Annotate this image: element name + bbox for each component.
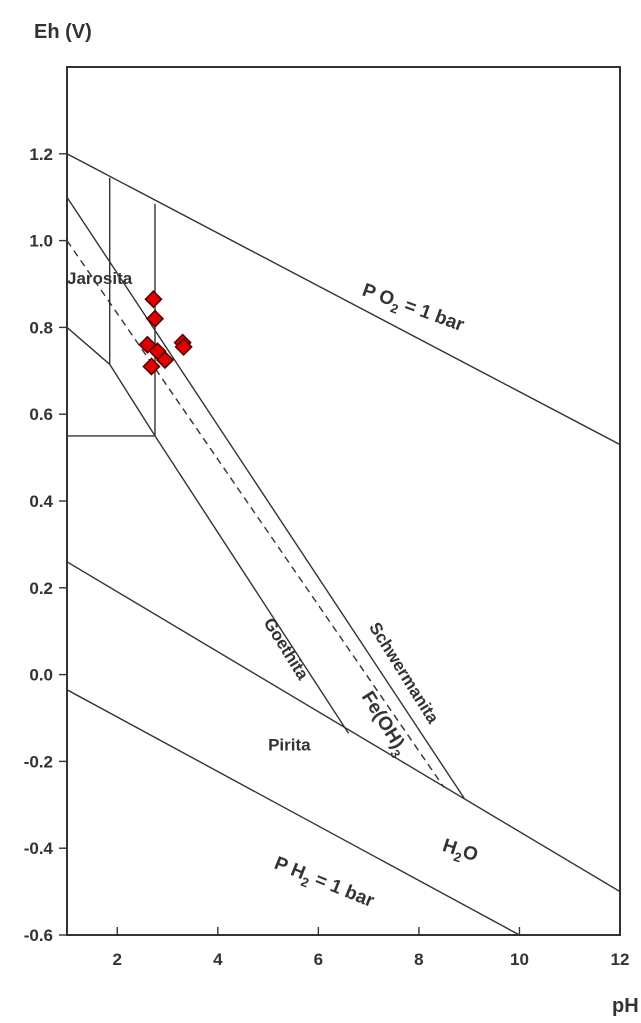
fe-oh3-dashed-line	[67, 240, 445, 788]
y-axis-ticks: 1.2 1.0 0.8 0.6 0.4 0.2 0.0 -0.2 -0.4 -0.6	[24, 145, 67, 945]
sample-point-2	[145, 309, 165, 328]
y-tick-label: -0.4	[24, 839, 54, 858]
y-tick-label: 0.8	[29, 318, 53, 337]
label-jarosita: Jarosita	[67, 269, 133, 288]
ph2-line	[67, 689, 520, 935]
goethita-line	[154, 435, 350, 734]
y-tick-label: 0.4	[29, 492, 53, 511]
label-po2-rest: = 1 bar	[397, 293, 468, 336]
x-axis-ticks: 2 4 6 8 10 12	[113, 927, 630, 969]
label-pirita: Pirita	[268, 736, 311, 755]
x-tick-label: 8	[414, 950, 423, 969]
label-h2o-rest: O	[460, 842, 481, 867]
sample-point-1	[144, 290, 163, 309]
schwermanita-upper-line	[67, 196, 465, 799]
y-axis-title: Eh (V)	[34, 21, 92, 43]
x-tick-label: 10	[510, 950, 529, 969]
po2-line	[67, 153, 620, 446]
label-h2o-subscript: 2	[452, 849, 464, 866]
label-h2o: H2O	[439, 835, 481, 870]
y-tick-label: 1.0	[29, 232, 53, 251]
label-goethita: Goethita	[260, 615, 313, 684]
jarosite-diag-lower	[67, 326, 111, 365]
y-tick-label: 0.2	[29, 579, 53, 598]
y-tick-label: 0.0	[29, 666, 53, 685]
label-ph2: P H2 = 1 bar	[270, 853, 378, 916]
label-po2: P O2 = 1 bar	[358, 280, 467, 340]
boundary-lines	[67, 153, 620, 935]
y-tick-label: -0.6	[24, 926, 53, 945]
label-ph2-rest: = 1 bar	[307, 867, 378, 912]
label-po2-subscript: 2	[388, 300, 400, 317]
x-axis-title: pH	[612, 995, 639, 1017]
sample-point-5	[155, 350, 175, 370]
x-tick-label: 2	[113, 950, 122, 969]
sample-points	[138, 290, 193, 376]
x-tick-label: 12	[611, 950, 630, 969]
y-tick-label: 0.6	[29, 405, 53, 424]
label-h2o-main: H	[440, 835, 460, 859]
jarosite-goethite-line	[109, 363, 156, 437]
sample-point-6	[142, 357, 161, 376]
sample-point-8	[174, 337, 193, 357]
y-tick-label: -0.2	[24, 752, 53, 771]
x-tick-label: 6	[314, 950, 323, 969]
y-tick-label: 1.2	[29, 145, 53, 164]
x-tick-label: 4	[213, 950, 223, 969]
